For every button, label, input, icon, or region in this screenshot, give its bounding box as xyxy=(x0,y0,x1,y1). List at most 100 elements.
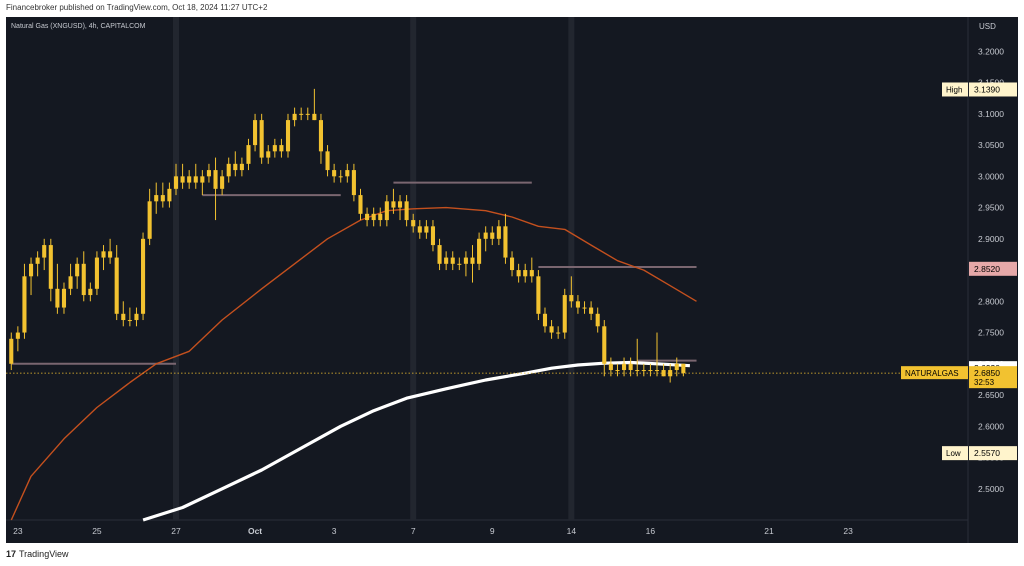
candle xyxy=(463,251,468,277)
candle-body xyxy=(358,195,363,214)
candle xyxy=(305,107,310,121)
price-tick: 2.9500 xyxy=(978,203,1004,213)
price-badge xyxy=(969,261,1017,276)
candle-body xyxy=(305,113,310,115)
candle xyxy=(589,301,594,321)
candle xyxy=(292,107,297,127)
candle-body xyxy=(88,288,93,296)
candle-body xyxy=(661,370,666,377)
price-tick: 2.8000 xyxy=(978,296,1004,306)
candle-body xyxy=(582,307,587,309)
candle-body xyxy=(595,313,600,327)
candle xyxy=(154,182,159,214)
time-tick: 27 xyxy=(171,526,181,536)
candle xyxy=(608,357,613,377)
candle xyxy=(648,363,653,377)
candle xyxy=(28,257,34,296)
candle-body xyxy=(22,276,27,333)
candle-body xyxy=(266,151,271,158)
candle-body xyxy=(417,226,422,233)
candle-body xyxy=(602,326,607,364)
tradingview-mark-icon: 17 xyxy=(6,549,17,559)
price-chart[interactable]: Natural Gas (XNGUSD), 4h, CAPITALCOM USD… xyxy=(6,17,1018,543)
tradingview-logo[interactable]: 17 TradingView xyxy=(6,549,69,559)
candle-body xyxy=(292,113,297,121)
candle xyxy=(160,182,165,208)
candle-body xyxy=(509,257,515,271)
candles xyxy=(9,88,686,383)
candle xyxy=(365,207,370,227)
footer-bar: 17 TradingView xyxy=(0,543,1024,566)
candle-body xyxy=(253,120,258,146)
chart-title: Natural Gas (XNGUSD), 4h, CAPITALCOM xyxy=(11,23,146,30)
candle xyxy=(68,263,73,296)
candle-body xyxy=(457,263,462,265)
candle xyxy=(470,245,475,283)
candle xyxy=(338,170,343,183)
candle xyxy=(351,163,356,202)
candle xyxy=(81,251,86,302)
price-tick: 3.0000 xyxy=(978,171,1004,181)
candle-body xyxy=(668,370,673,377)
candle xyxy=(397,195,403,221)
candle xyxy=(391,188,396,214)
candle-body xyxy=(259,120,264,158)
candle-body xyxy=(503,226,508,258)
candle xyxy=(358,188,363,221)
candle xyxy=(61,282,67,314)
candle-body xyxy=(200,176,205,183)
candle xyxy=(681,363,686,377)
price-tick: 2.6500 xyxy=(978,390,1004,400)
candle xyxy=(575,295,580,314)
price-tick: 3.1000 xyxy=(978,109,1004,119)
chart-frame[interactable]: Natural Gas (XNGUSD), 4h, CAPITALCOM USD… xyxy=(6,17,1018,543)
candle xyxy=(127,307,132,327)
candle xyxy=(35,251,40,277)
candle xyxy=(101,245,106,271)
candle xyxy=(556,326,561,339)
price-labels: 3.1390High2.85202.69302.685032:53NATURAL… xyxy=(901,82,1017,461)
candle xyxy=(332,163,337,183)
candle-body xyxy=(279,145,284,152)
candle xyxy=(88,282,93,302)
candle xyxy=(318,113,323,164)
candle xyxy=(206,163,211,183)
candle-body xyxy=(654,370,660,372)
candle-body xyxy=(345,170,350,177)
candle xyxy=(582,301,587,314)
candle-body xyxy=(285,120,291,152)
candle-body xyxy=(167,188,172,202)
candle-body xyxy=(463,257,468,264)
price-tag-label: High xyxy=(946,85,962,94)
candle-body xyxy=(562,295,567,333)
candle-body xyxy=(15,332,20,339)
time-ticks: 23 25 27 Oct 3 7 9 14 16 21 23 xyxy=(13,526,853,536)
candle xyxy=(187,170,192,189)
candle xyxy=(180,163,185,189)
candle xyxy=(542,307,548,333)
candle xyxy=(404,195,409,227)
candle-body xyxy=(615,370,620,372)
price-tick: 3.2000 xyxy=(978,46,1004,56)
candle xyxy=(173,163,179,196)
candle-body xyxy=(523,270,528,277)
price-badge xyxy=(969,446,1017,461)
candle-body xyxy=(55,288,60,308)
candle-body xyxy=(641,370,646,372)
candle-body xyxy=(635,370,640,372)
session-separator xyxy=(410,17,417,520)
candle xyxy=(549,320,554,339)
candle-body xyxy=(68,276,73,289)
candle xyxy=(628,357,633,377)
candle xyxy=(15,326,20,352)
candle xyxy=(516,263,521,283)
symbol-badge xyxy=(901,366,968,380)
candle-body xyxy=(154,195,159,202)
candle-body xyxy=(365,213,370,221)
candle xyxy=(483,226,488,252)
candle-body xyxy=(127,320,132,322)
candle xyxy=(226,157,231,183)
candle-body xyxy=(121,313,126,321)
candle-body xyxy=(608,363,613,371)
candle-body xyxy=(569,295,574,302)
